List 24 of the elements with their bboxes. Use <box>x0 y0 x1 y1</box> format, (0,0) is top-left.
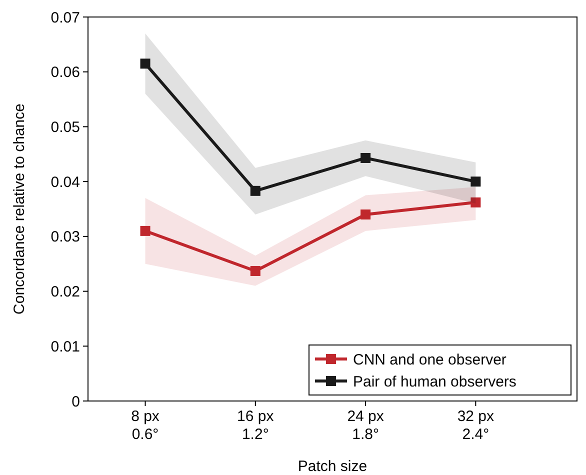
y-tick-label: 0.04 <box>50 174 80 191</box>
x-tick-label: 16 px 1.2° <box>237 408 274 443</box>
x-tick-label: 32 px 2.4° <box>457 408 495 443</box>
legend-label: CNN and one observer <box>353 351 506 368</box>
x-tick-label: 8 px 0.6° <box>131 408 160 443</box>
y-tick-label: 0.03 <box>50 228 80 246</box>
y-tick-label: 0 <box>72 393 80 410</box>
point <box>470 197 481 208</box>
point <box>250 186 260 196</box>
point <box>140 226 150 236</box>
y-tick-label: 0.07 <box>50 9 80 26</box>
y-tick-label: 0.01 <box>50 338 80 356</box>
y-tick-label: 0.06 <box>50 64 80 82</box>
y-tick-label: 0.05 <box>50 118 80 136</box>
point <box>250 266 260 276</box>
y-axis-title: Concordance relative to chance <box>11 104 28 314</box>
y-tick-label: 0.02 <box>50 284 80 301</box>
point <box>360 209 371 220</box>
x-tick-label: 24 px 1.8° <box>347 408 384 443</box>
x-axis-title: Patch size <box>298 458 368 475</box>
point <box>470 176 481 187</box>
point <box>140 58 150 69</box>
point <box>360 152 371 163</box>
legend-label: Pair of human observers <box>353 373 516 390</box>
